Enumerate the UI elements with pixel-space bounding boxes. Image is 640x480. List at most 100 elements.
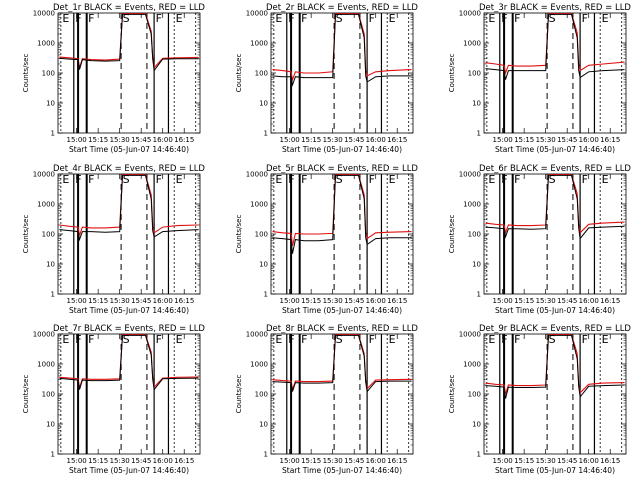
x-tick-label: 15:45	[557, 457, 577, 465]
chart-title: Det_2r BLACK = Events, RED = LLD	[266, 3, 418, 13]
y-tick-label: 10	[259, 100, 268, 108]
x-tick-label: 15:00	[493, 136, 513, 144]
x-axis-label: Start Time (05-Jun-07 14:46:40)	[282, 306, 402, 315]
x-tick-label: 15:15	[514, 136, 534, 144]
segment-marker-label: S	[549, 12, 556, 25]
y-tick-label: 10000	[459, 331, 481, 339]
y-tick-label: 10	[472, 100, 481, 108]
x-tick-label: 16:00	[366, 136, 386, 144]
chart-panel: Det_8r BLACK = Events, RED = LLD Counts/s…	[235, 324, 418, 475]
y-tick-label: 1000	[463, 201, 481, 209]
x-tick-label: 16:15	[600, 136, 620, 144]
segment-marker-label: F	[156, 173, 162, 186]
y-tick-label: 1	[51, 451, 55, 459]
segment-marker-label: F	[501, 173, 507, 186]
x-tick-label: 16:00	[366, 457, 386, 465]
y-tick-label: 10	[472, 421, 481, 429]
x-tick-label: 15:45	[131, 136, 151, 144]
events-series-line	[272, 174, 412, 254]
y-tick-label: 10000	[246, 10, 268, 18]
x-tick-label: 16:15	[174, 457, 194, 465]
x-tick-label: 16:15	[174, 297, 194, 305]
segment-marker-label: F	[301, 173, 307, 186]
segment-marker-label: E	[275, 173, 282, 186]
x-tick-label: 15:45	[344, 457, 364, 465]
y-axis-label: Counts/sec	[448, 215, 456, 254]
x-axis-label: Start Time (05-Jun-07 14:46:40)	[495, 145, 615, 154]
x-tick-label: 15:15	[301, 136, 321, 144]
segment-marker-label: F	[369, 12, 375, 25]
y-tick-label: 100	[42, 391, 55, 399]
chart-title: Det_4r BLACK = Events, RED = LLD	[53, 164, 205, 174]
chart-title: Det_7r BLACK = Events, RED = LLD	[53, 324, 205, 334]
x-tick-label: 16:00	[366, 297, 386, 305]
x-tick-label: 15:00	[280, 297, 300, 305]
y-tick-label: 1	[51, 130, 55, 138]
segment-marker-label: E	[602, 333, 609, 346]
x-tick-label: 15:00	[280, 457, 300, 465]
y-tick-label: 10000	[459, 171, 481, 179]
segment-marker-label: E	[176, 12, 183, 25]
x-tick-label: 15:45	[131, 457, 151, 465]
y-tick-label: 1000	[250, 201, 268, 209]
segment-marker-label: F	[369, 333, 375, 346]
events-series-line	[272, 13, 412, 87]
x-tick-label: 15:45	[557, 136, 577, 144]
segment-marker-label: F	[369, 173, 375, 186]
y-tick-label: 10	[472, 261, 481, 269]
segment-marker-label: F	[514, 333, 520, 346]
y-tick-label: 100	[255, 391, 268, 399]
segment-marker-label: E	[389, 173, 396, 186]
y-axis-label: Counts/sec	[235, 215, 243, 254]
segment-marker-label: E	[176, 333, 183, 346]
segment-marker-label: F	[75, 173, 81, 186]
x-axis-label: Start Time (05-Jun-07 14:46:40)	[495, 466, 615, 475]
y-axis-label: Counts/sec	[235, 375, 243, 414]
y-tick-label: 1000	[463, 40, 481, 48]
segment-marker-label: F	[88, 333, 94, 346]
y-axis-label: Counts/sec	[448, 54, 456, 93]
x-tick-label: 16:00	[153, 136, 173, 144]
segment-marker-label: E	[275, 12, 282, 25]
x-tick-label: 16:00	[153, 457, 173, 465]
segment-marker-label: S	[549, 333, 556, 346]
x-tick-label: 15:30	[536, 297, 556, 305]
events-series-line	[485, 334, 625, 399]
x-tick-label: 15:15	[301, 457, 321, 465]
x-tick-label: 15:30	[110, 297, 130, 305]
segment-marker-label: S	[336, 173, 343, 186]
y-tick-label: 100	[468, 231, 481, 239]
x-tick-label: 15:30	[536, 457, 556, 465]
x-tick-label: 16:00	[579, 136, 599, 144]
chart-title: Det_3r BLACK = Events, RED = LLD	[479, 3, 631, 13]
segment-marker-label: S	[336, 333, 343, 346]
segment-marker-label: F	[156, 12, 162, 25]
segment-marker-label: F	[582, 333, 588, 346]
chart-title: Det_5r BLACK = Events, RED = LLD	[266, 164, 418, 174]
plot-frame	[57, 12, 201, 134]
plot-frame	[57, 333, 201, 455]
x-axis-label: Start Time (05-Jun-07 14:46:40)	[69, 306, 189, 315]
segment-marker-label: E	[488, 333, 495, 346]
y-tick-label: 10000	[33, 171, 55, 179]
segment-marker-label: F	[582, 173, 588, 186]
segment-marker-label: F	[501, 12, 507, 25]
segment-marker-label: S	[123, 12, 130, 25]
x-tick-label: 15:15	[514, 457, 534, 465]
x-tick-label: 15:00	[493, 297, 513, 305]
segment-marker-label: E	[62, 333, 69, 346]
segment-marker-label: S	[123, 173, 130, 186]
y-tick-label: 100	[255, 231, 268, 239]
segment-marker-label: F	[514, 12, 520, 25]
segment-marker-label: E	[62, 173, 69, 186]
y-tick-label: 100	[468, 391, 481, 399]
segment-marker-label: F	[288, 173, 294, 186]
x-tick-label: 15:30	[323, 297, 343, 305]
x-axis-label: Start Time (05-Jun-07 14:46:40)	[282, 466, 402, 475]
chart-panel: Det_5r BLACK = Events, RED = LLD Counts/s…	[235, 164, 418, 315]
y-axis-label: Counts/sec	[22, 375, 30, 414]
y-tick-label: 10	[46, 261, 55, 269]
segment-marker-label: E	[602, 12, 609, 25]
x-tick-label: 15:00	[67, 297, 87, 305]
